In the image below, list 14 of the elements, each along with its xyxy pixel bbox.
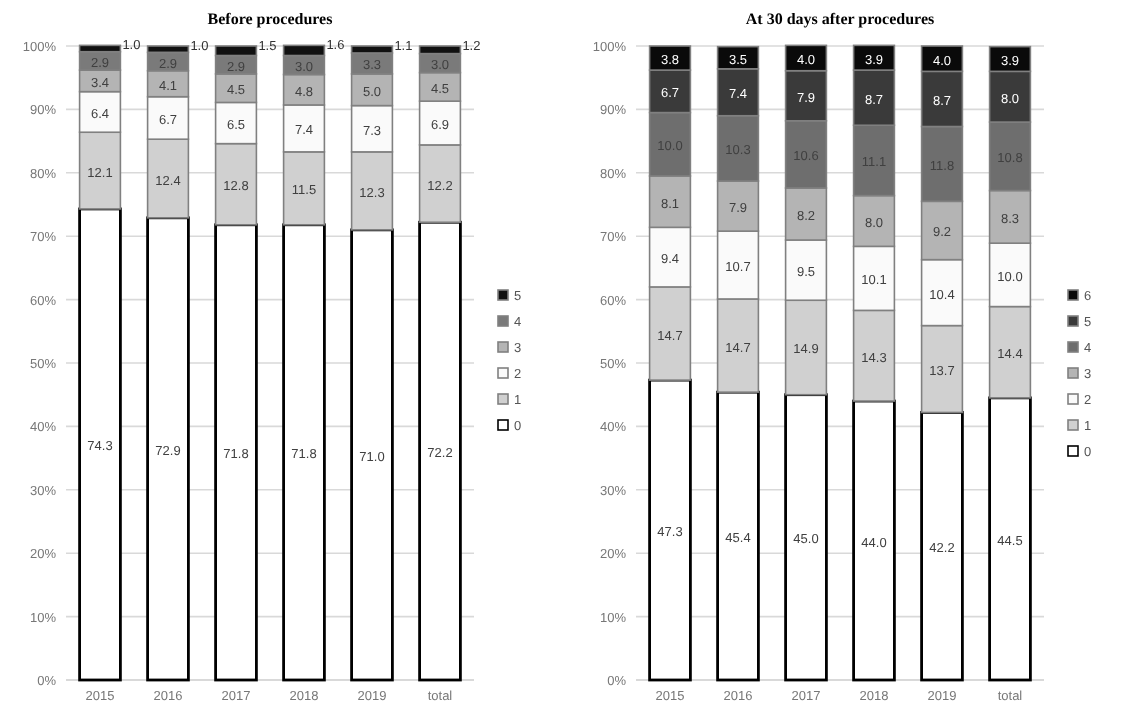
bar xyxy=(146,216,190,682)
bar xyxy=(418,220,462,682)
bar xyxy=(852,399,896,682)
bar xyxy=(648,378,692,682)
bar xyxy=(350,228,394,682)
bar xyxy=(988,396,1032,682)
chart-title: Before procedures xyxy=(207,10,333,28)
bar xyxy=(716,390,760,682)
bar xyxy=(920,411,964,682)
bar xyxy=(282,223,326,682)
bar xyxy=(78,207,122,682)
chart-title: At 30 days after procedures xyxy=(745,10,935,28)
bar xyxy=(214,223,258,682)
bar xyxy=(784,393,828,682)
